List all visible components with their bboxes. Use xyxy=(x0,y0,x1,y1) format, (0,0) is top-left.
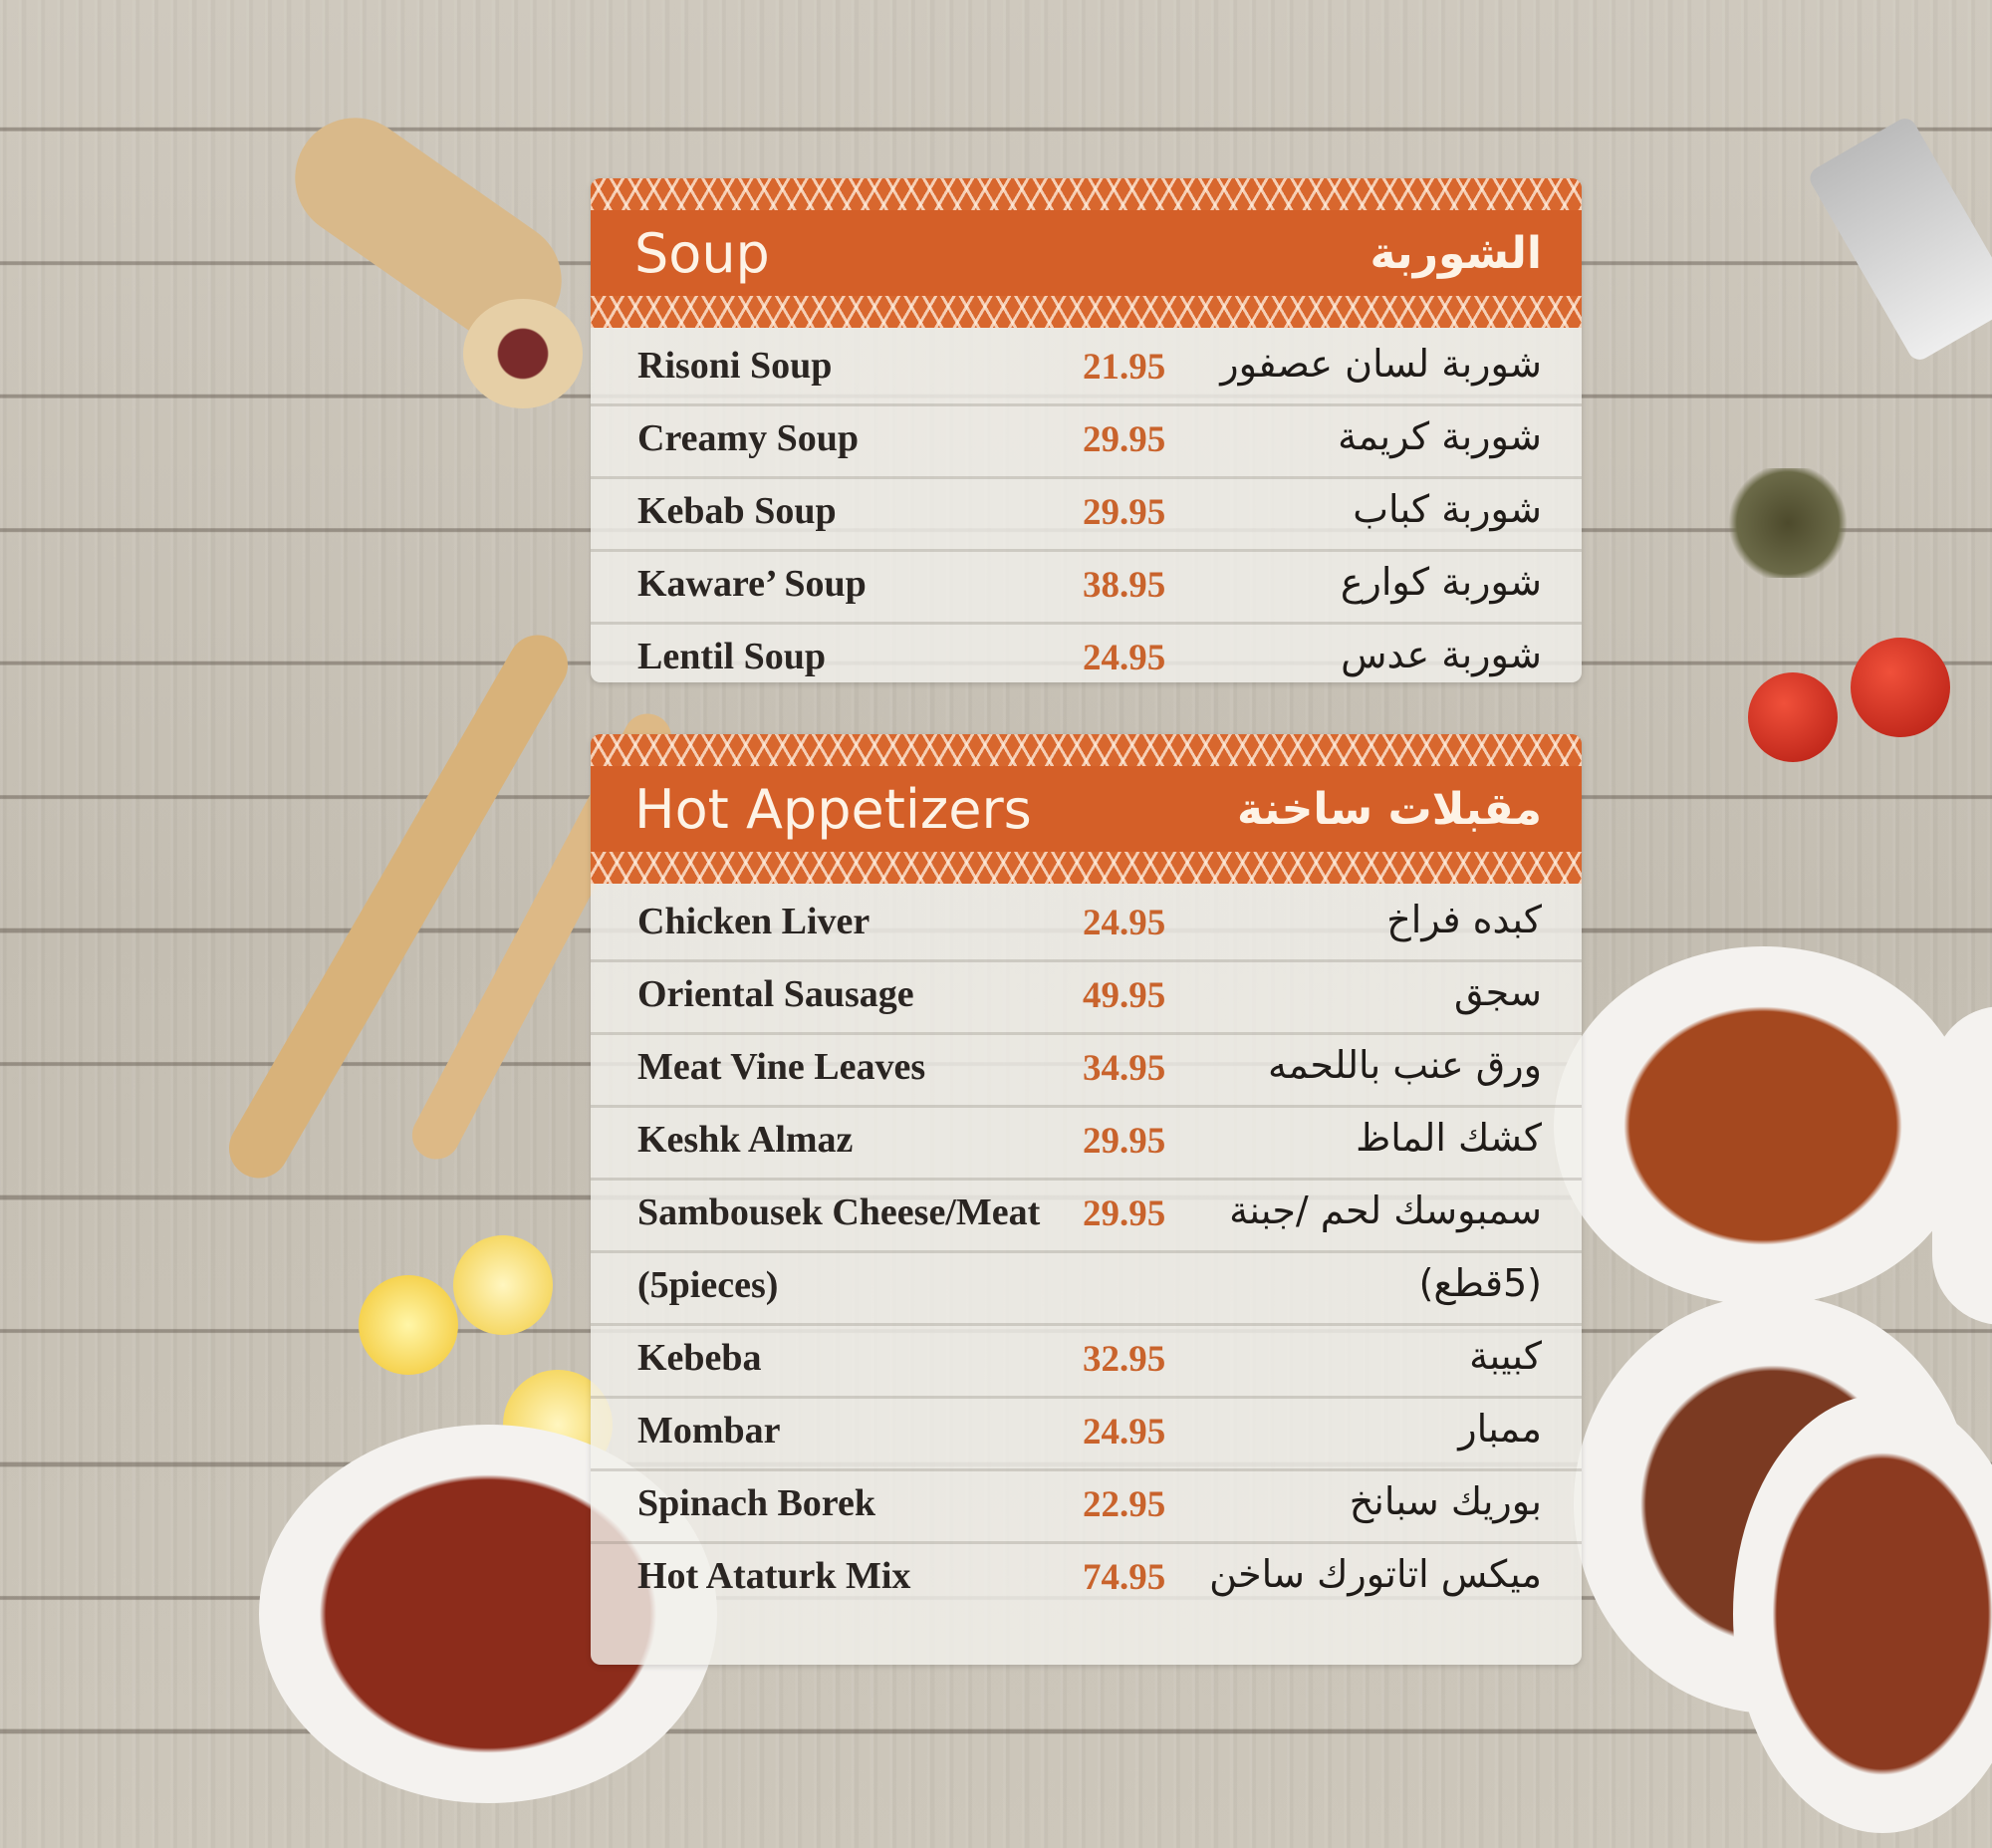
pattern-border xyxy=(591,178,1582,210)
item-price: 32.95 xyxy=(1083,1339,1166,1380)
item-price: 24.95 xyxy=(1083,638,1166,678)
soup-menu-section: Soup الشوربة Risoni Soup 21.95 شوربة لسان … xyxy=(591,178,1582,682)
pattern-border xyxy=(591,734,1582,766)
menu-item: Kebab Soup 29.95 شوربة كباب xyxy=(591,479,1582,552)
item-name: Oriental Sausage xyxy=(637,973,914,1015)
item-name-arabic: شوربة لسان عصفور xyxy=(1220,342,1542,386)
menu-item: Creamy Soup 29.95 شوربة كريمة xyxy=(591,406,1582,479)
menu-item: Risoni Soup 21.95 شوربة لسان عصفور xyxy=(591,334,1582,406)
item-name-arabic: كبده فراخ xyxy=(1386,898,1542,941)
item-price: 24.95 xyxy=(1083,1412,1166,1452)
item-price: 29.95 xyxy=(1083,1193,1166,1234)
menu-item: Meat Vine Leaves 34.95 ورق عنب باللحمه xyxy=(591,1035,1582,1108)
item-price: 29.95 xyxy=(1083,1121,1166,1162)
item-name: Hot Ataturk Mix xyxy=(637,1555,911,1597)
salt-shaker-image xyxy=(1806,114,1992,365)
item-name-arabic: سمبوسك لحم /جبنة xyxy=(1229,1188,1542,1232)
section-title: Hot Appetizers xyxy=(634,777,1032,841)
item-name-arabic: سجق xyxy=(1453,970,1542,1014)
item-name: Risoni Soup xyxy=(637,345,833,387)
item-name: Sambousek Cheese/Meat xyxy=(637,1191,1041,1233)
pattern-border xyxy=(591,296,1582,328)
item-name-arabic: شوربة عدس xyxy=(1341,633,1542,676)
item-price: 21.95 xyxy=(1083,347,1166,388)
sambousek-dish-image xyxy=(1932,1006,1992,1325)
section-header: Hot Appetizers مقبلات ساخنة xyxy=(591,734,1582,884)
item-name: Meat Vine Leaves xyxy=(637,1046,926,1088)
item-name: Mombar xyxy=(637,1410,781,1452)
menu-item: Oriental Sausage 49.95 سجق xyxy=(591,962,1582,1035)
item-name-arabic: كشك الماظ xyxy=(1356,1116,1542,1160)
item-price: 49.95 xyxy=(1083,975,1166,1016)
wooden-spatula-image xyxy=(218,624,579,1189)
item-name-arabic: (5قطع) xyxy=(1418,1261,1542,1305)
lemon-image xyxy=(453,1235,553,1335)
item-price: 38.95 xyxy=(1083,565,1166,606)
item-name-arabic: شوربة كوارع xyxy=(1340,560,1542,604)
item-name: Kaware’ Soup xyxy=(637,563,867,605)
section-title: Soup xyxy=(634,221,770,285)
pattern-border xyxy=(591,852,1582,884)
item-name-arabic: ميكس اتاتورك ساخن xyxy=(1209,1552,1542,1596)
section-header: Soup الشوربة xyxy=(591,178,1582,328)
item-name: Creamy Soup xyxy=(637,417,860,459)
item-name-arabic: ورق عنب باللحمه xyxy=(1268,1043,1542,1087)
tomato-image xyxy=(1748,672,1838,762)
menu-item: Chicken Liver 24.95 كبده فراخ xyxy=(591,890,1582,962)
tomato-image xyxy=(1851,638,1950,737)
peppercorns-image xyxy=(463,299,583,408)
item-name-arabic: شوربة كريمة xyxy=(1338,414,1542,458)
item-price: 22.95 xyxy=(1083,1484,1166,1525)
menu-item: Hot Ataturk Mix 74.95 ميكس اتاتورك ساخن xyxy=(591,1544,1582,1614)
item-name: Keshk Almaz xyxy=(637,1119,854,1161)
kebeba-dish-image xyxy=(1554,946,1972,1305)
menu-item: Spinach Borek 22.95 بوريك سبانخ xyxy=(591,1471,1582,1544)
section-title-arabic: مقبلات ساخنة xyxy=(1237,783,1542,835)
item-price: 74.95 xyxy=(1083,1557,1166,1598)
lemon-image xyxy=(359,1275,458,1375)
herbs-image xyxy=(1723,468,1853,578)
menu-item: Keshk Almaz 29.95 كشك الماظ xyxy=(591,1108,1582,1181)
menu-item: Lentil Soup 24.95 شوربة عدس xyxy=(591,625,1582,682)
item-name: Chicken Liver xyxy=(637,901,871,942)
menu-item: Mombar 24.95 ممبار xyxy=(591,1399,1582,1471)
menu-item: Sambousek Cheese/Meat 29.95 سمبوسك لحم /جب… xyxy=(591,1181,1582,1253)
item-name-arabic: كبيبة xyxy=(1469,1334,1542,1378)
item-name: Spinach Borek xyxy=(637,1482,875,1524)
menu-item: Kebeba 32.95 كبيبة xyxy=(591,1326,1582,1399)
item-name-arabic: بوريك سبانخ xyxy=(1349,1479,1542,1523)
menu-item: Kaware’ Soup 38.95 شوربة كوارع xyxy=(591,552,1582,625)
item-name: Kebeba xyxy=(637,1337,762,1379)
item-name-arabic: شوربة كباب xyxy=(1353,487,1542,531)
menu-item: (5pieces) (5قطع) xyxy=(591,1253,1582,1326)
stew-dish-image xyxy=(1733,1395,1992,1833)
item-price: 24.95 xyxy=(1083,903,1166,943)
item-price: 29.95 xyxy=(1083,419,1166,460)
item-name: Lentil Soup xyxy=(637,636,827,677)
item-price: 29.95 xyxy=(1083,492,1166,533)
item-name: (5pieces) xyxy=(637,1264,779,1306)
item-name-arabic: ممبار xyxy=(1458,1407,1542,1451)
section-title-arabic: الشوربة xyxy=(1370,227,1543,279)
hot-appetizers-menu-section: Hot Appetizers مقبلات ساخنة Chicken Live… xyxy=(591,734,1582,1665)
item-price: 34.95 xyxy=(1083,1048,1166,1089)
item-name: Kebab Soup xyxy=(637,490,837,532)
